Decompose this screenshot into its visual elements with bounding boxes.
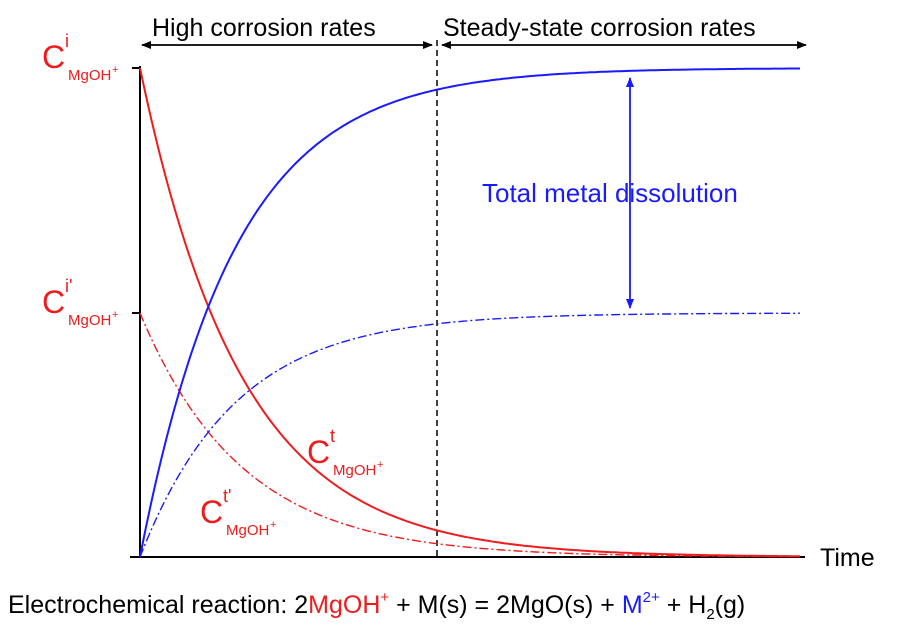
label-base: C (200, 494, 223, 530)
label-sup: i' (65, 276, 72, 296)
decay-curve (139, 67, 800, 558)
label-sup: t' (223, 486, 231, 506)
equation-part: MgOH (308, 591, 380, 619)
label-sub-sup: + (270, 519, 276, 531)
label-base: C (42, 284, 65, 320)
dissolution-curve (139, 67, 800, 558)
equation-part: + H (660, 591, 707, 619)
concentration-label: C t MgOH + (307, 426, 383, 479)
equation-part: + (380, 589, 389, 606)
label-sub-sup: + (112, 309, 118, 321)
dissolution-curve (139, 312, 800, 558)
equation-part: + M(s) = 2MgO(s) + (389, 591, 622, 619)
label-base: C (307, 434, 330, 470)
label-sub: MgOH (226, 522, 269, 539)
label-sub: MgOH (68, 67, 111, 84)
equation: Electrochemical reaction: 2MgOH+ + M(s) … (8, 589, 745, 623)
label-sub-sup: + (377, 459, 383, 471)
header-label: Steady-state corrosion rates (443, 14, 756, 42)
annotation: Total metal dissolution (482, 178, 738, 208)
concentration-label: C t' MgOH + (200, 486, 276, 539)
equation-part: Electrochemical reaction: 2 (8, 591, 308, 619)
curves (139, 67, 800, 558)
decay-curve (139, 312, 800, 558)
header-label: High corrosion rates (152, 14, 376, 42)
equation-part: 2 (706, 606, 714, 623)
label-sub: MgOH (333, 462, 376, 479)
label-sub: MgOH (68, 312, 111, 329)
x-axis-label: Time (820, 544, 875, 572)
concentration-label: C i MgOH + (42, 31, 118, 84)
concentration-label: C i' MgOH + (42, 276, 118, 329)
equation-part: M (622, 591, 643, 619)
label-sub-sup: + (112, 64, 118, 76)
label-sup: t (330, 426, 335, 446)
equation-part: (g) (715, 591, 746, 619)
equation-part: 2+ (643, 589, 660, 606)
label-base: C (42, 39, 65, 75)
label-sup: i (65, 31, 69, 51)
